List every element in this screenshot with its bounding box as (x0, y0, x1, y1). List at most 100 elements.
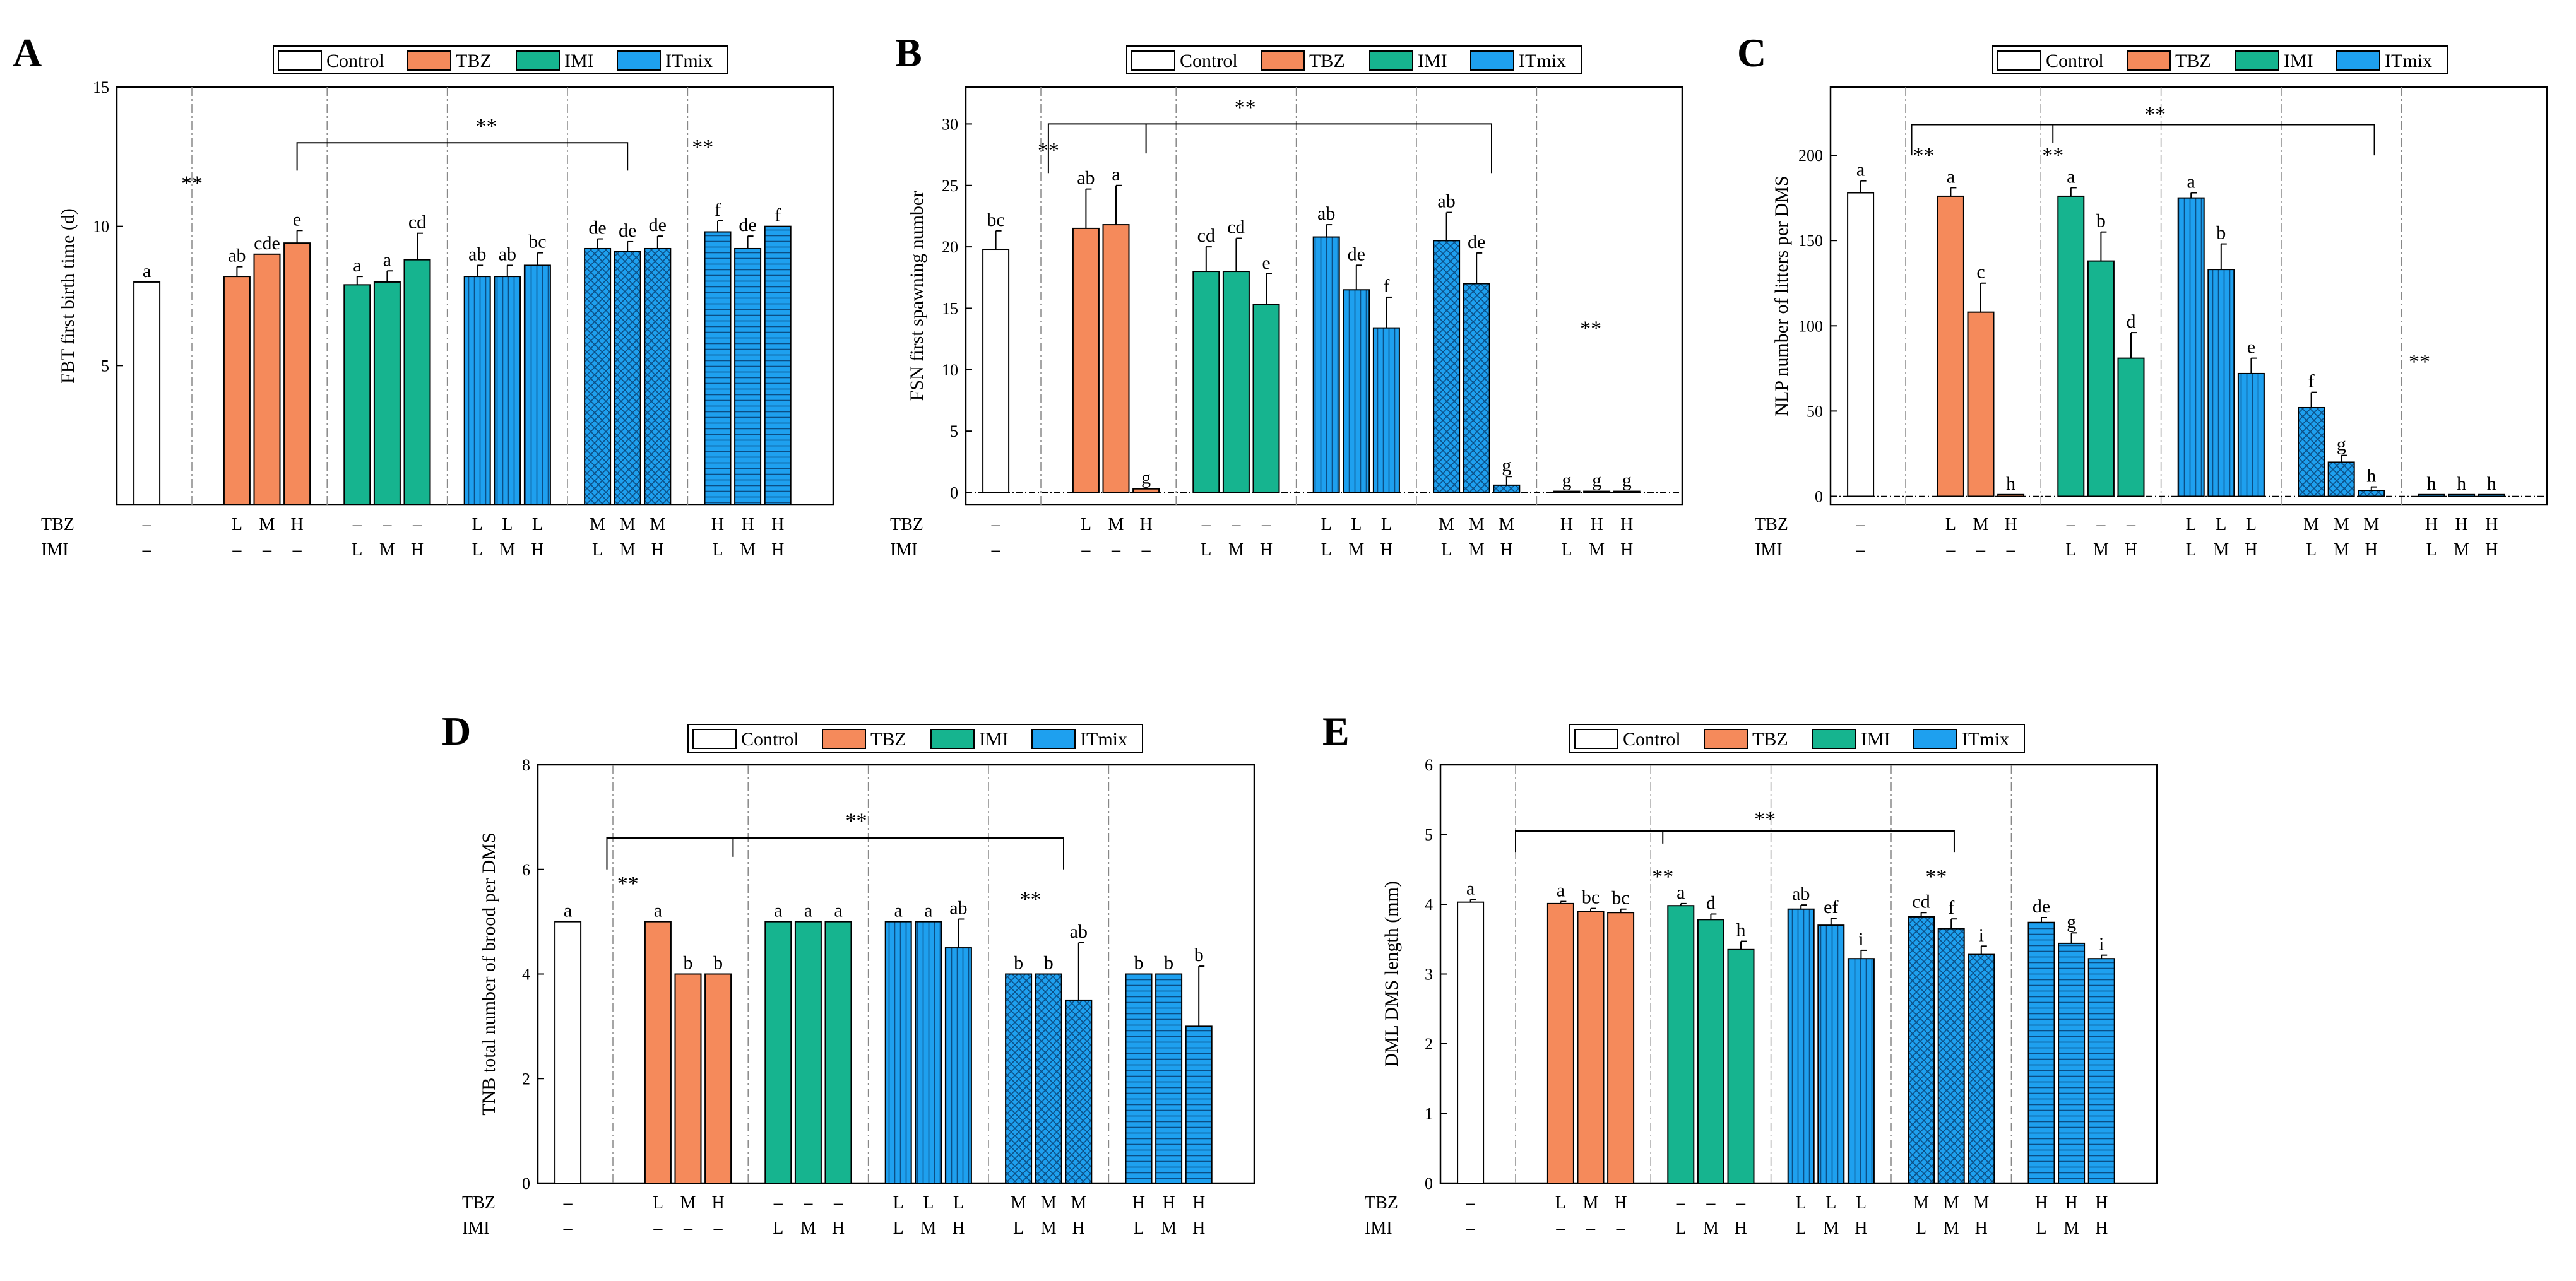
significance-letter: f (775, 205, 781, 226)
bar (1613, 490, 1641, 493)
dose-imi: – (1141, 540, 1151, 560)
bar (1997, 493, 2025, 497)
dose-imi: M (1944, 1219, 1959, 1238)
bar (403, 259, 431, 505)
bar (2057, 195, 2085, 497)
dose-imi: L (472, 540, 483, 560)
bar (1185, 1025, 1213, 1184)
significance-letter: ef (1824, 897, 1838, 918)
row-label-tbz: TBZ (890, 515, 923, 534)
bar (1847, 192, 1875, 497)
significance-letter: a (353, 255, 361, 276)
dose-tbz: L (232, 515, 242, 534)
significance-letter: d (2127, 311, 2136, 332)
dose-imi: H (1192, 1219, 1205, 1238)
dose-imi: H (1260, 540, 1273, 560)
dose-imi: – (563, 1219, 573, 1238)
bar (1546, 902, 1574, 1184)
dose-imi: H (1620, 540, 1633, 560)
bar (1343, 289, 1370, 493)
dose-imi: – (232, 540, 242, 560)
significance-letter: f (715, 199, 721, 220)
significance-letter: de (619, 220, 636, 241)
dose-tbz: H (771, 515, 784, 534)
dose-tbz: L (653, 1193, 663, 1213)
legend: Control TBZ IMI ITmix (1569, 724, 2025, 753)
dose-tbz: M (1973, 1193, 1989, 1213)
legend-swatch-tbz (1261, 50, 1305, 71)
dose-tbz: L (2186, 515, 2197, 534)
bar (343, 284, 371, 505)
bar (523, 264, 551, 505)
dose-tbz: – (1856, 515, 1866, 534)
dose-tbz: M (259, 515, 275, 534)
row-label-tbz: TBZ (41, 515, 74, 534)
dose-tbz: M (1439, 515, 1454, 534)
dose-imi: H (2095, 1219, 2108, 1238)
significance-stars: ** (2042, 144, 2063, 167)
dose-imi: M (1589, 540, 1605, 560)
bar (704, 973, 732, 1184)
significance-letter: a (383, 249, 391, 270)
y-tick-label: 4 (1425, 895, 1433, 914)
dose-imi: L (712, 540, 723, 560)
dose-imi: H (411, 540, 424, 560)
bar (674, 973, 702, 1184)
bar (1192, 271, 1220, 493)
dose-imi: H (2365, 540, 2378, 560)
y-tick-label: 5 (950, 422, 958, 440)
bar (1125, 973, 1153, 1184)
dose-tbz: L (923, 1193, 934, 1213)
dose-imi: M (920, 1219, 936, 1238)
bar (1577, 911, 1605, 1184)
bar (1372, 327, 1400, 493)
legend-label-control: Control (326, 50, 384, 71)
row-label-imi: IMI (462, 1219, 490, 1238)
panel-letter: A (13, 30, 42, 75)
dose-tbz: L (1081, 515, 1091, 534)
dose-tbz: L (1351, 515, 1362, 534)
significance-stars: ** (1020, 888, 1042, 911)
panel-e: E Control TBZ IMI ITmix 0 1 2 3 4 5 6 DML DMS length… (1322, 709, 2158, 1238)
dose-imi: L (1675, 1219, 1686, 1238)
bar (373, 281, 401, 505)
panel-b: B Control TBZ IMI ITmix 0 5 10 15 20 25 30 FSN first… (890, 30, 1683, 560)
significance-letter: b (2096, 211, 2106, 232)
legend-label-tbz: TBZ (1309, 50, 1345, 71)
significance-letter: h (2427, 473, 2437, 494)
y-tick-label: 0 (950, 484, 958, 502)
significance-letter: bc (1582, 887, 1600, 908)
significance-letter: a (1466, 878, 1475, 899)
bar (1937, 928, 1965, 1184)
y-tick-label: 200 (1798, 146, 1823, 165)
bar (2327, 461, 2355, 497)
dose-imi: H (952, 1219, 965, 1238)
dose-tbz: L (1555, 1193, 1566, 1213)
significance-stars: ** (1925, 865, 1947, 888)
dose-tbz: M (2363, 515, 2379, 534)
significance-stars: ** (2409, 350, 2430, 374)
significance-letter: cd (408, 212, 426, 233)
dose-imi: – (1555, 1219, 1565, 1238)
bar (2087, 958, 2115, 1184)
dose-imi: – (142, 540, 152, 560)
significance-letter: h (2457, 473, 2466, 494)
bar (1155, 973, 1183, 1184)
dose-imi: M (1823, 1219, 1839, 1238)
significance-letter: ab (468, 244, 486, 264)
significance-letter: ab (499, 244, 516, 264)
dose-tbz: – (142, 515, 152, 534)
panel-d: D Control TBZ IMI ITmix 0 2 4 6 8 TNB total number… (442, 709, 1255, 1238)
dose-tbz: H (1162, 1193, 1175, 1213)
y-tick-label: 4 (522, 965, 530, 984)
legend-swatch-itmix (2336, 50, 2380, 71)
legend-swatch-itmix (1470, 50, 1514, 71)
bar (1005, 973, 1033, 1184)
y-tick-label: 15 (942, 299, 958, 317)
bar (2237, 372, 2265, 497)
